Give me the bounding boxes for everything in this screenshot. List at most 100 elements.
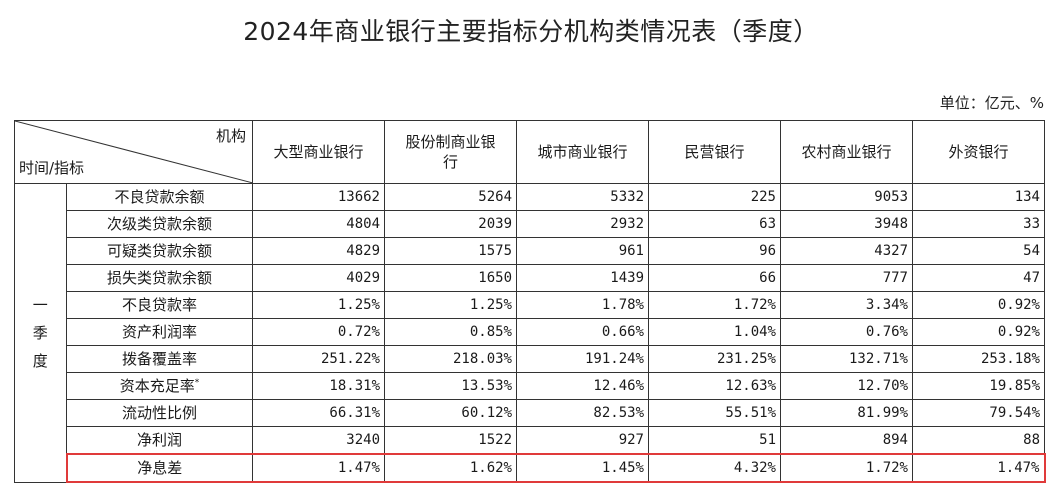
value-cell: 5264: [384, 183, 517, 211]
indicator-label: 次级类贷款余额: [106, 215, 212, 233]
indicator-cell: 资本充足率*: [66, 372, 253, 400]
indicator-label: 拨备覆盖率: [121, 350, 197, 368]
indicator-label: 流动性比例: [121, 404, 197, 422]
value-cell: 18.31%: [252, 372, 385, 400]
table-row: 损失类贷款余额 4029 1650 1439 66 777 47: [15, 264, 1045, 292]
value-cell: 4029: [252, 264, 385, 292]
value-cell: 3948: [780, 210, 913, 238]
value-cell: 9053: [780, 183, 913, 211]
value-cell: 961: [516, 237, 649, 265]
indicator-cell: 损失类贷款余额: [66, 264, 253, 292]
value-cell: 191.24%: [516, 345, 649, 373]
indicator-label: 资本充足率: [119, 377, 195, 395]
value-cell: 0.72%: [252, 318, 385, 346]
column-header: 城市商业银行: [516, 120, 649, 184]
indicator-label: 不良贷款率: [121, 296, 197, 314]
value-cell: 0.85%: [384, 318, 517, 346]
value-cell: 777: [780, 264, 913, 292]
indicator-label: 净利润: [136, 431, 182, 449]
indicator-cell: 资产利润率: [66, 318, 253, 346]
value-cell: 12.70%: [780, 372, 913, 400]
value-cell: 55.51%: [648, 399, 781, 427]
value-cell: 79.54%: [912, 399, 1045, 427]
table-row: 流动性比例 66.31% 60.12% 82.53% 55.51% 81.99% 79.54…: [15, 399, 1045, 427]
value-cell: 1.25%: [252, 291, 385, 319]
value-cell: 1.47%: [912, 453, 1046, 483]
indicator-label: 不良贷款余额: [114, 188, 205, 206]
value-cell: 12.46%: [516, 372, 649, 400]
value-cell: 251.22%: [252, 345, 385, 373]
corner-label-institution: 机构: [215, 127, 246, 145]
value-cell: 51: [648, 426, 781, 455]
value-cell: 13.53%: [384, 372, 517, 400]
value-cell: 2932: [516, 210, 649, 238]
value-cell: 33: [912, 210, 1045, 238]
value-cell: 225: [648, 183, 781, 211]
corner-label-time-indicator: 时间/指标: [19, 159, 85, 177]
value-cell: 3240: [252, 426, 385, 455]
value-cell: 218.03%: [384, 345, 517, 373]
footnote-mark: *: [194, 378, 200, 388]
column-header: 外资银行: [912, 120, 1045, 184]
value-cell: 60.12%: [384, 399, 517, 427]
value-cell: 47: [912, 264, 1045, 292]
column-header-label: 股份制商业银行: [405, 133, 496, 171]
value-cell: 4327: [780, 237, 913, 265]
value-cell: 231.25%: [648, 345, 781, 373]
value-cell: 96: [648, 237, 781, 265]
table-row: 净息差 1.47% 1.62% 1.45% 4.32% 1.72% 1.47%: [15, 453, 1046, 483]
header-row: 机构 时间/指标 大型商业银行 股份制商业银行 城市商业银行 民营银行 农村商业…: [14, 120, 1045, 184]
value-cell: 1.62%: [384, 453, 517, 483]
indicator-cell: 可疑类贷款余额: [66, 237, 253, 265]
value-cell: 1.72%: [648, 291, 781, 319]
value-cell: 54: [912, 237, 1045, 265]
value-cell: 4.32%: [648, 453, 781, 483]
indicator-cell: 不良贷款余额: [66, 183, 253, 211]
indicator-cell: 流动性比例: [66, 399, 253, 427]
value-cell: 4804: [252, 210, 385, 238]
value-cell: 1650: [384, 264, 517, 292]
indicator-label: 损失类贷款余额: [106, 269, 212, 287]
value-cell: 1522: [384, 426, 517, 455]
indicator-cell: 净利润: [66, 426, 253, 455]
indicator-table: 机构 时间/指标 大型商业银行 股份制商业银行 城市商业银行 民营银行 农村商业…: [14, 120, 1046, 483]
table-row: 拨备覆盖率 251.22% 218.03% 191.24% 231.25% 132.71%…: [15, 345, 1045, 373]
corner-header: 机构 时间/指标: [14, 120, 253, 184]
value-cell: 19.85%: [912, 372, 1045, 400]
value-cell: 81.99%: [780, 399, 913, 427]
table-row: 净利润 3240 1522 927 51 894 88: [15, 426, 1045, 455]
value-cell: 0.92%: [912, 318, 1045, 346]
value-cell: 13662: [252, 183, 385, 211]
corner-diagonal: [15, 121, 252, 183]
indicator-cell: 净息差: [65, 453, 253, 483]
table-row: 资本充足率* 18.31% 13.53% 12.46% 12.63% 12.70% 19.8…: [15, 372, 1045, 400]
value-cell: 1.47%: [252, 453, 385, 483]
value-cell: 1439: [516, 264, 649, 292]
value-cell: 134: [912, 183, 1045, 211]
value-cell: 63: [648, 210, 781, 238]
value-cell: 253.18%: [912, 345, 1045, 373]
table-row: 资产利润率 0.72% 0.85% 0.66% 1.04% 0.76% 0.92%: [15, 318, 1045, 346]
value-cell: 927: [516, 426, 649, 455]
indicator-label: 净息差: [137, 459, 183, 477]
period-char: 度: [32, 351, 48, 370]
period-char: 一: [32, 295, 48, 314]
value-cell: 1.45%: [516, 453, 649, 483]
table-row: 不良贷款率 1.25% 1.25% 1.78% 1.72% 3.34% 0.92%: [15, 291, 1045, 319]
value-cell: 894: [780, 426, 913, 455]
value-cell: 5332: [516, 183, 649, 211]
table-row: 可疑类贷款余额 4829 1575 961 96 4327 54: [15, 237, 1045, 265]
value-cell: 1.25%: [384, 291, 517, 319]
value-cell: 0.92%: [912, 291, 1045, 319]
page-title: 2024年商业银行主要指标分机构类情况表（季度）: [243, 17, 819, 46]
indicator-cell: 不良贷款率: [66, 291, 253, 319]
table-row: 次级类贷款余额 4804 2039 2932 63 3948 33: [15, 210, 1045, 238]
indicator-label: 资产利润率: [121, 323, 197, 341]
value-cell: 1.72%: [780, 453, 913, 483]
period-cell: 一季度: [14, 183, 67, 483]
indicator-label: 可疑类贷款余额: [106, 242, 212, 260]
value-cell: 132.71%: [780, 345, 913, 373]
unit-label: 单位：亿元、%: [939, 94, 1044, 112]
column-header: 农村商业银行: [780, 120, 913, 184]
column-header: 股份制商业银行: [384, 120, 517, 184]
